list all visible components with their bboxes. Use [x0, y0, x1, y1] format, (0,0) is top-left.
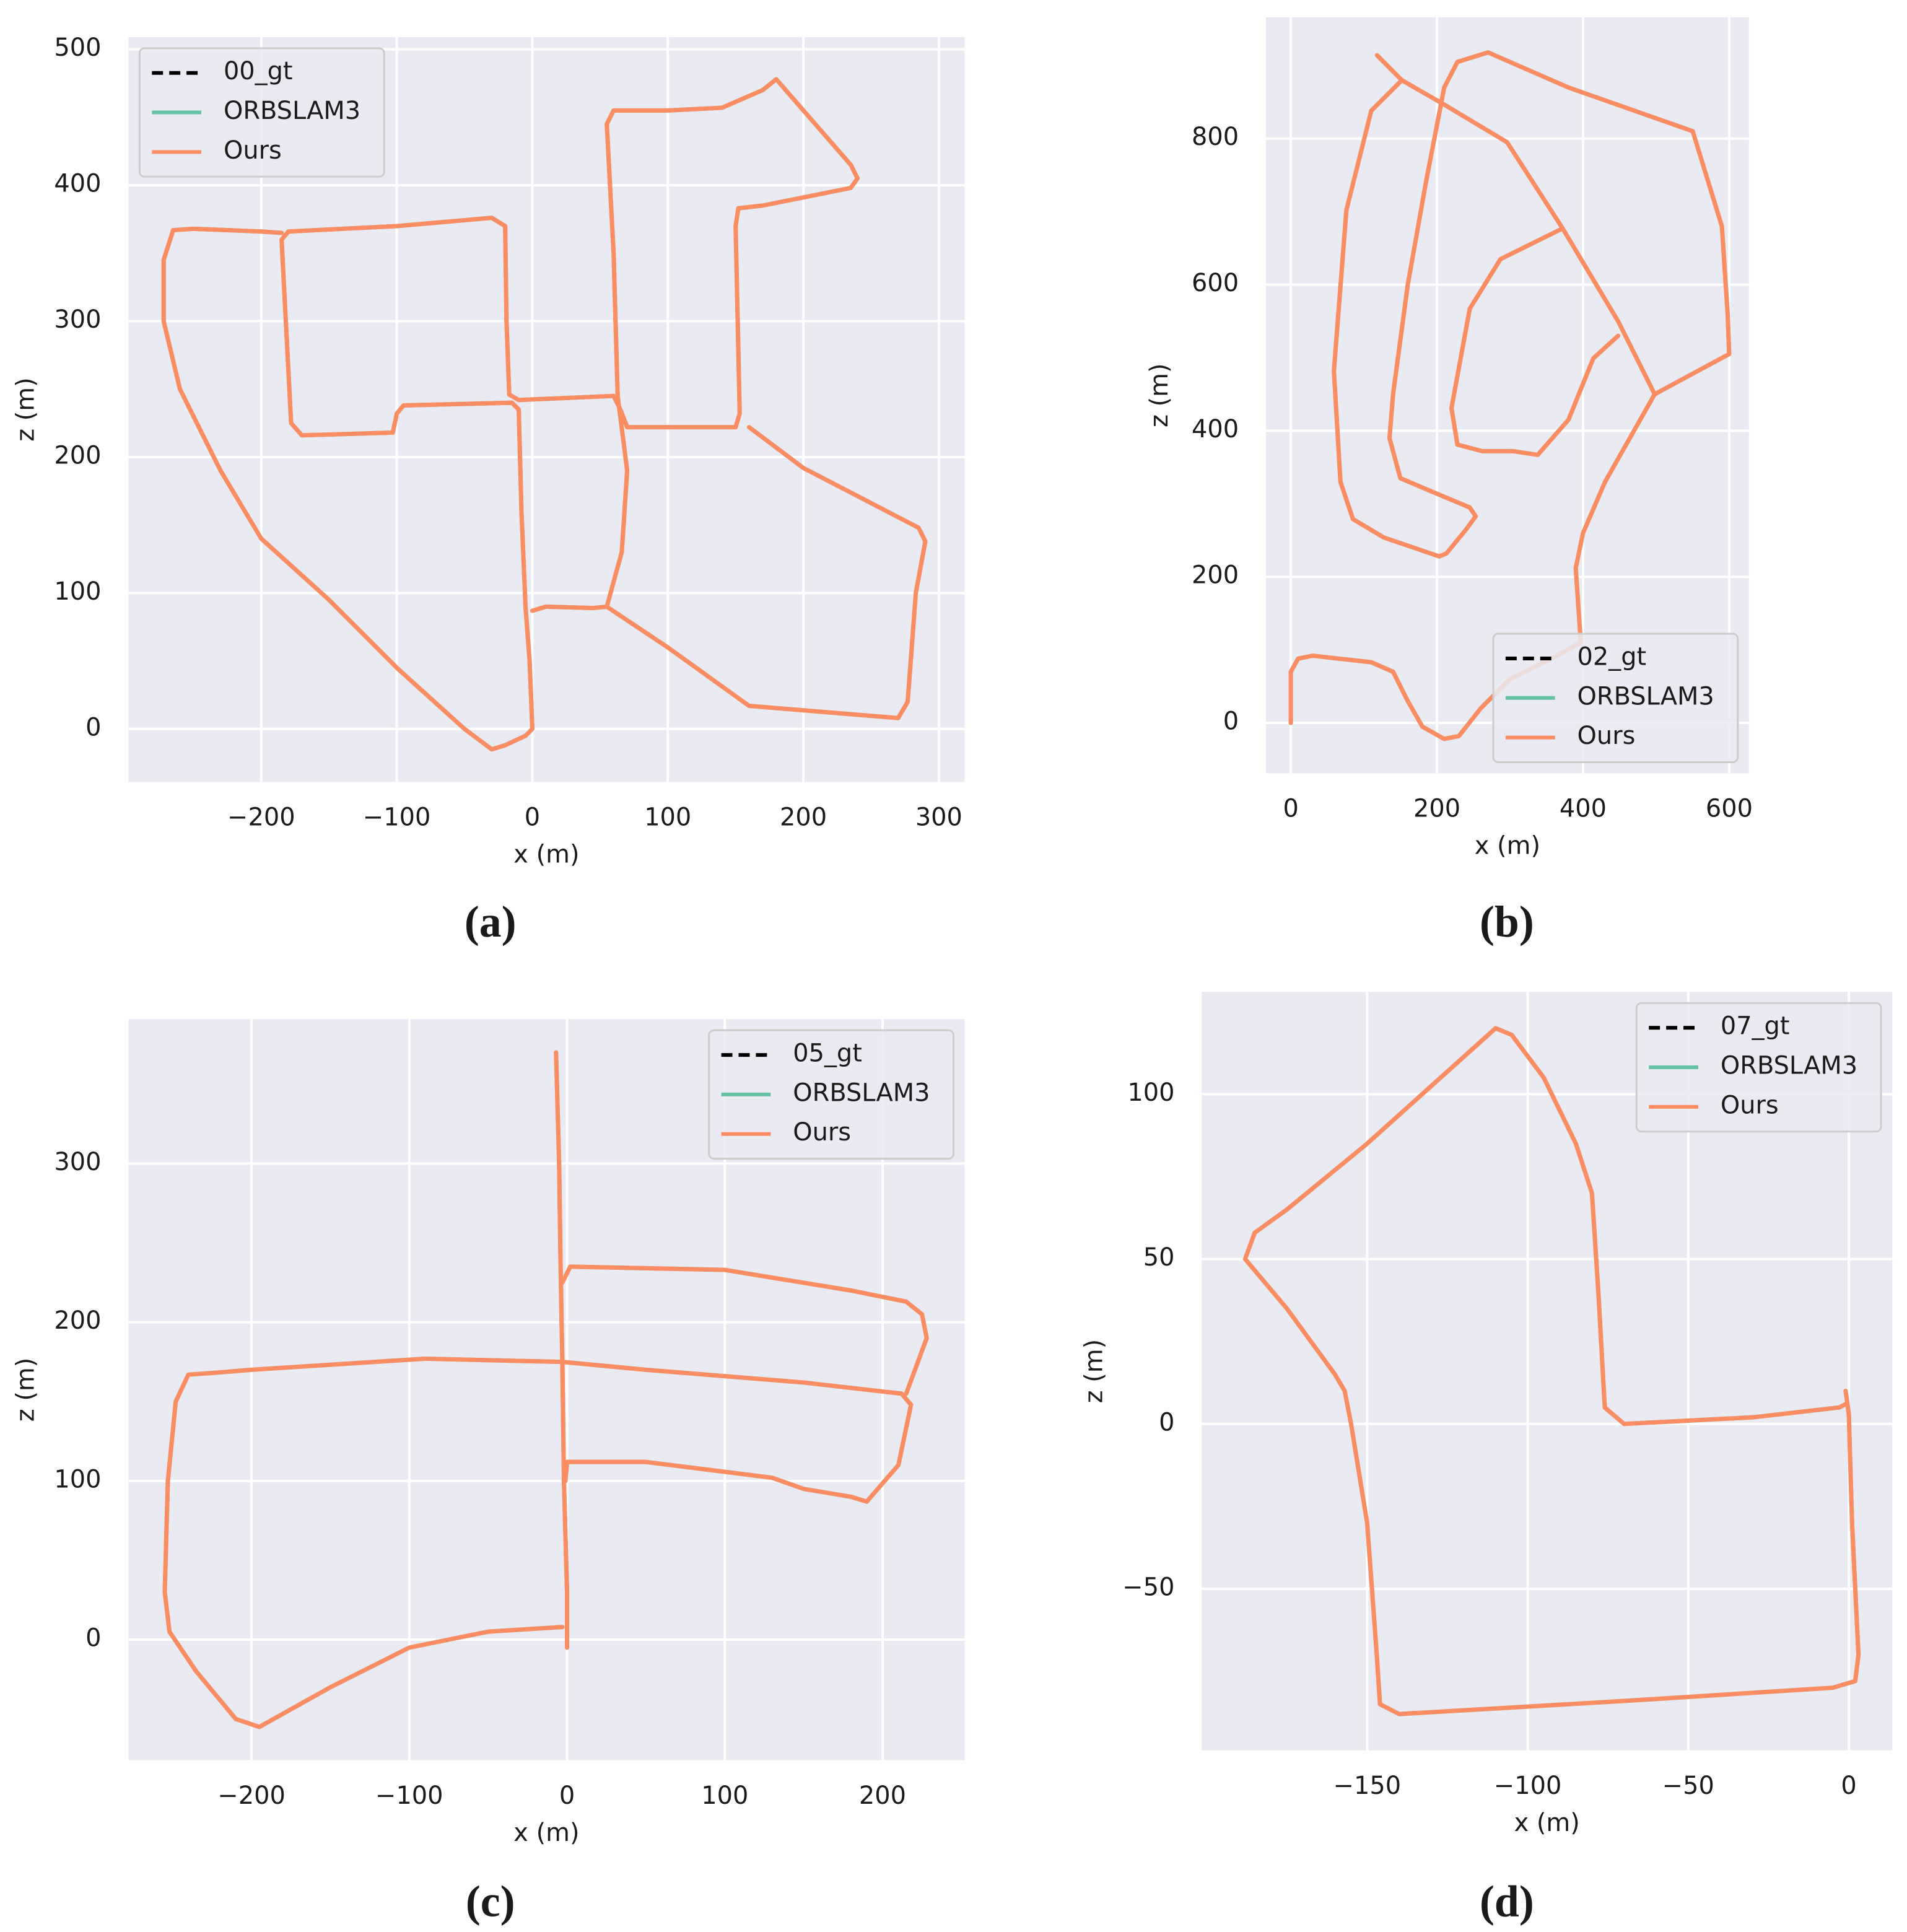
legend-label: Ours [1721, 1091, 1779, 1119]
x-tick-label: 100 [701, 1781, 748, 1810]
x-tick-label: 200 [1413, 795, 1460, 823]
y-tick-label: 100 [1127, 1078, 1174, 1107]
y-tick-label: 0 [1223, 707, 1239, 736]
legend: 02_gt ORBSLAM3 Ours [1492, 632, 1739, 763]
x-tick-label: −100 [1494, 1772, 1562, 1800]
panel-label: (c) [466, 1877, 515, 1926]
x-tick-label: 100 [644, 803, 691, 832]
y-tick-label: 50 [1143, 1243, 1175, 1272]
legend-label: ORBSLAM3 [793, 1078, 930, 1107]
x-axis-label: x (m) [513, 841, 579, 869]
trajectories [161, 77, 928, 752]
x-axis-label: x (m) [1514, 1809, 1580, 1837]
legend-box [1492, 632, 1739, 763]
trajectory-line [1288, 50, 1732, 741]
y-tick-label: 100 [54, 577, 101, 606]
x-tick-label: 0 [1841, 1772, 1856, 1800]
x-tick-label: −200 [227, 803, 295, 832]
legend-label: ORBSLAM3 [1578, 682, 1714, 710]
legend: 00_gt ORBSLAM3 Ours [138, 47, 385, 178]
x-axis-label: x (m) [513, 1819, 579, 1847]
x-tick-label: 0 [525, 803, 540, 832]
legend: 07_gt ORBSLAM3 Ours [1635, 1002, 1882, 1133]
x-tick-label: 200 [780, 803, 827, 832]
y-tick-label: −50 [1122, 1573, 1174, 1601]
y-tick-label: 0 [85, 713, 101, 741]
y-tick-label: 200 [1192, 561, 1239, 590]
panel-label: (d) [1480, 1877, 1534, 1926]
y-axis-label: z (m) [1080, 1339, 1108, 1404]
y-tick-label: 400 [54, 170, 101, 198]
x-tick-label: −150 [1333, 1772, 1402, 1800]
y-tick-label: 400 [1192, 415, 1239, 444]
panel: −200 −100 0 100 200 0 100 200 300 05_gt ORBSLAM3 Ou… [11, 1019, 965, 1926]
y-tick-label: 300 [54, 1148, 101, 1176]
y-tick-label: 800 [1192, 123, 1239, 151]
x-tick-label: 200 [859, 1781, 906, 1810]
legend: 05_gt ORBSLAM3 Ours [708, 1029, 954, 1160]
x-tick-label: 0 [559, 1781, 575, 1810]
legend-label: 02_gt [1578, 642, 1647, 671]
x-tick-label: 600 [1706, 795, 1753, 823]
legend-label: ORBSLAM3 [1721, 1052, 1857, 1080]
trajectories [1288, 50, 1732, 741]
x-tick-label: −200 [217, 1781, 286, 1810]
y-tick-label: 0 [85, 1624, 101, 1653]
x-tick-label: 0 [1283, 795, 1298, 823]
legend-label: 00_gt [224, 57, 293, 85]
y-axis-label: z (m) [1145, 363, 1174, 427]
y-tick-label: 200 [54, 1306, 101, 1335]
x-tick-label: 300 [915, 803, 962, 832]
trajectories [162, 1050, 929, 1729]
y-axis-label: z (m) [11, 377, 40, 442]
y-tick-label: 100 [54, 1465, 101, 1493]
legend-label: 07_gt [1721, 1012, 1790, 1041]
y-tick-label: 0 [1159, 1408, 1174, 1436]
trajectory-line [162, 1050, 929, 1729]
y-tick-label: 600 [1192, 269, 1239, 297]
y-tick-label: 200 [54, 441, 101, 470]
trajectory-line [1242, 1026, 1861, 1716]
legend-label: 05_gt [793, 1039, 862, 1068]
legend-label: Ours [1578, 722, 1636, 750]
legend-label: ORBSLAM3 [224, 97, 360, 125]
legend-label: Ours [224, 136, 282, 165]
legend-box [1635, 1002, 1882, 1133]
y-axis-label: z (m) [11, 1358, 40, 1422]
x-tick-label: −100 [363, 803, 431, 832]
panel: 0 200 400 600 0 200 400 600 800 02_gt ORBSLAM3 Ours… [1145, 17, 1753, 946]
legend-label: Ours [793, 1118, 851, 1147]
legend-box [138, 47, 385, 178]
y-tick-label: 500 [54, 33, 101, 62]
x-tick-label: 400 [1560, 795, 1607, 823]
trajectories [1242, 1026, 1861, 1716]
x-axis-label: x (m) [1475, 832, 1540, 860]
panel: −200 −100 0 100 200 300 0 100 200 300 400 500 00_gt O… [11, 33, 965, 946]
panel-label: (b) [1480, 897, 1534, 946]
x-tick-label: −100 [375, 1781, 443, 1810]
panel: −150 −100 −50 0 −50 0 50 100 07_gt ORBSLAM3 Ours x … [1080, 992, 1893, 1926]
legend-box [708, 1029, 954, 1160]
panel-label: (a) [465, 897, 517, 946]
trajectory-line [161, 77, 928, 752]
y-tick-label: 300 [54, 305, 101, 334]
x-tick-label: −50 [1662, 1772, 1714, 1800]
